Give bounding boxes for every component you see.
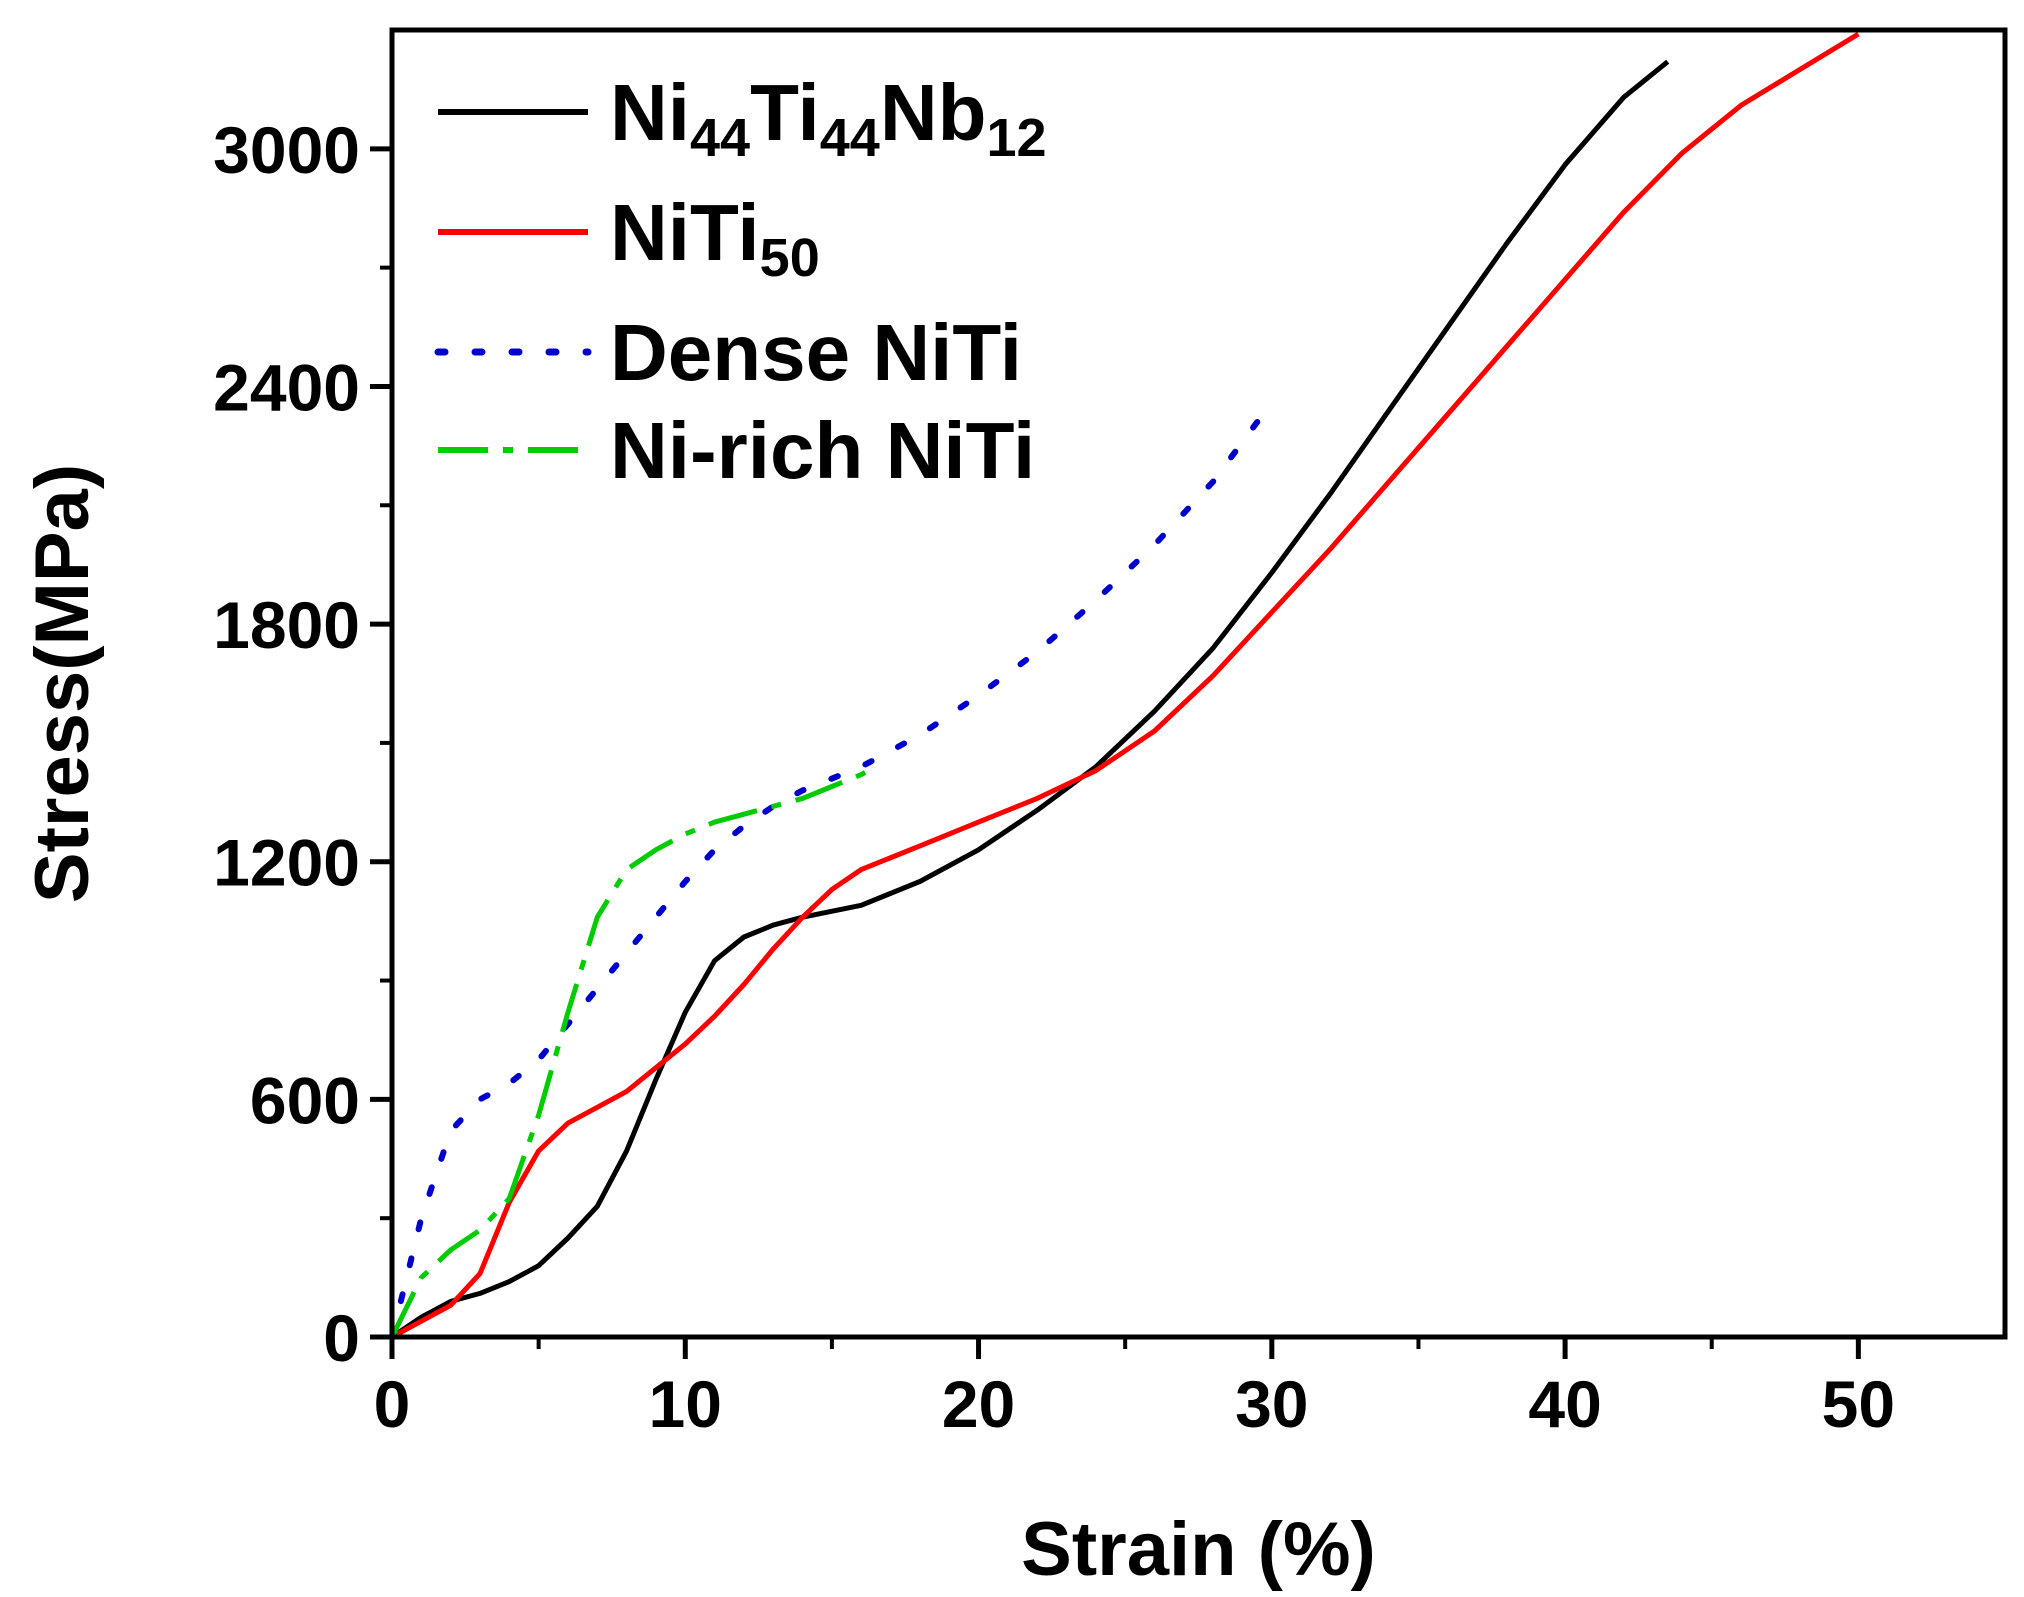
legend-label-0: Ni44Ti44Nb12 [610,68,1047,168]
x-tick-label: 30 [1235,1367,1308,1441]
x-tick-label: 0 [374,1367,411,1441]
plot-frame [389,27,2008,1340]
y-tick-label: 1800 [213,588,360,662]
legend-label-3: Ni-rich NiTi [610,406,1035,495]
legend-label-1: NiTi50 [610,188,820,288]
y-tick-label: 3000 [213,113,360,187]
series-line-2 [389,399,1275,1340]
y-tick-label: 600 [250,1063,360,1137]
series-lines [389,31,1860,1340]
x-tick-label: 50 [1822,1367,1895,1441]
series-line-1 [390,31,1860,1340]
series-line-3 [389,764,878,1339]
y-tick-label: 2400 [213,350,360,424]
x-tick-label: 10 [649,1367,722,1441]
legend-label-2: Dense NiTi [610,308,1022,397]
series-line-0 [390,59,1670,1340]
x-tick-label: 40 [1528,1367,1601,1441]
axis-ticks: 0 10 20 30 40 50 0 600 1200 1800 2400 3000 [213,113,1895,1441]
legend: Ni44Ti44Nb12 NiTi50 Dense NiTi Ni-rich NiTi [434,68,1047,495]
y-axis-label: Stress(MPa) [20,464,105,903]
y-tick-label: 0 [323,1301,360,1375]
y-tick-label: 1200 [213,826,360,900]
x-tick-label: 20 [942,1367,1015,1441]
x-axis-label: Strain (%) [1021,1507,1376,1592]
